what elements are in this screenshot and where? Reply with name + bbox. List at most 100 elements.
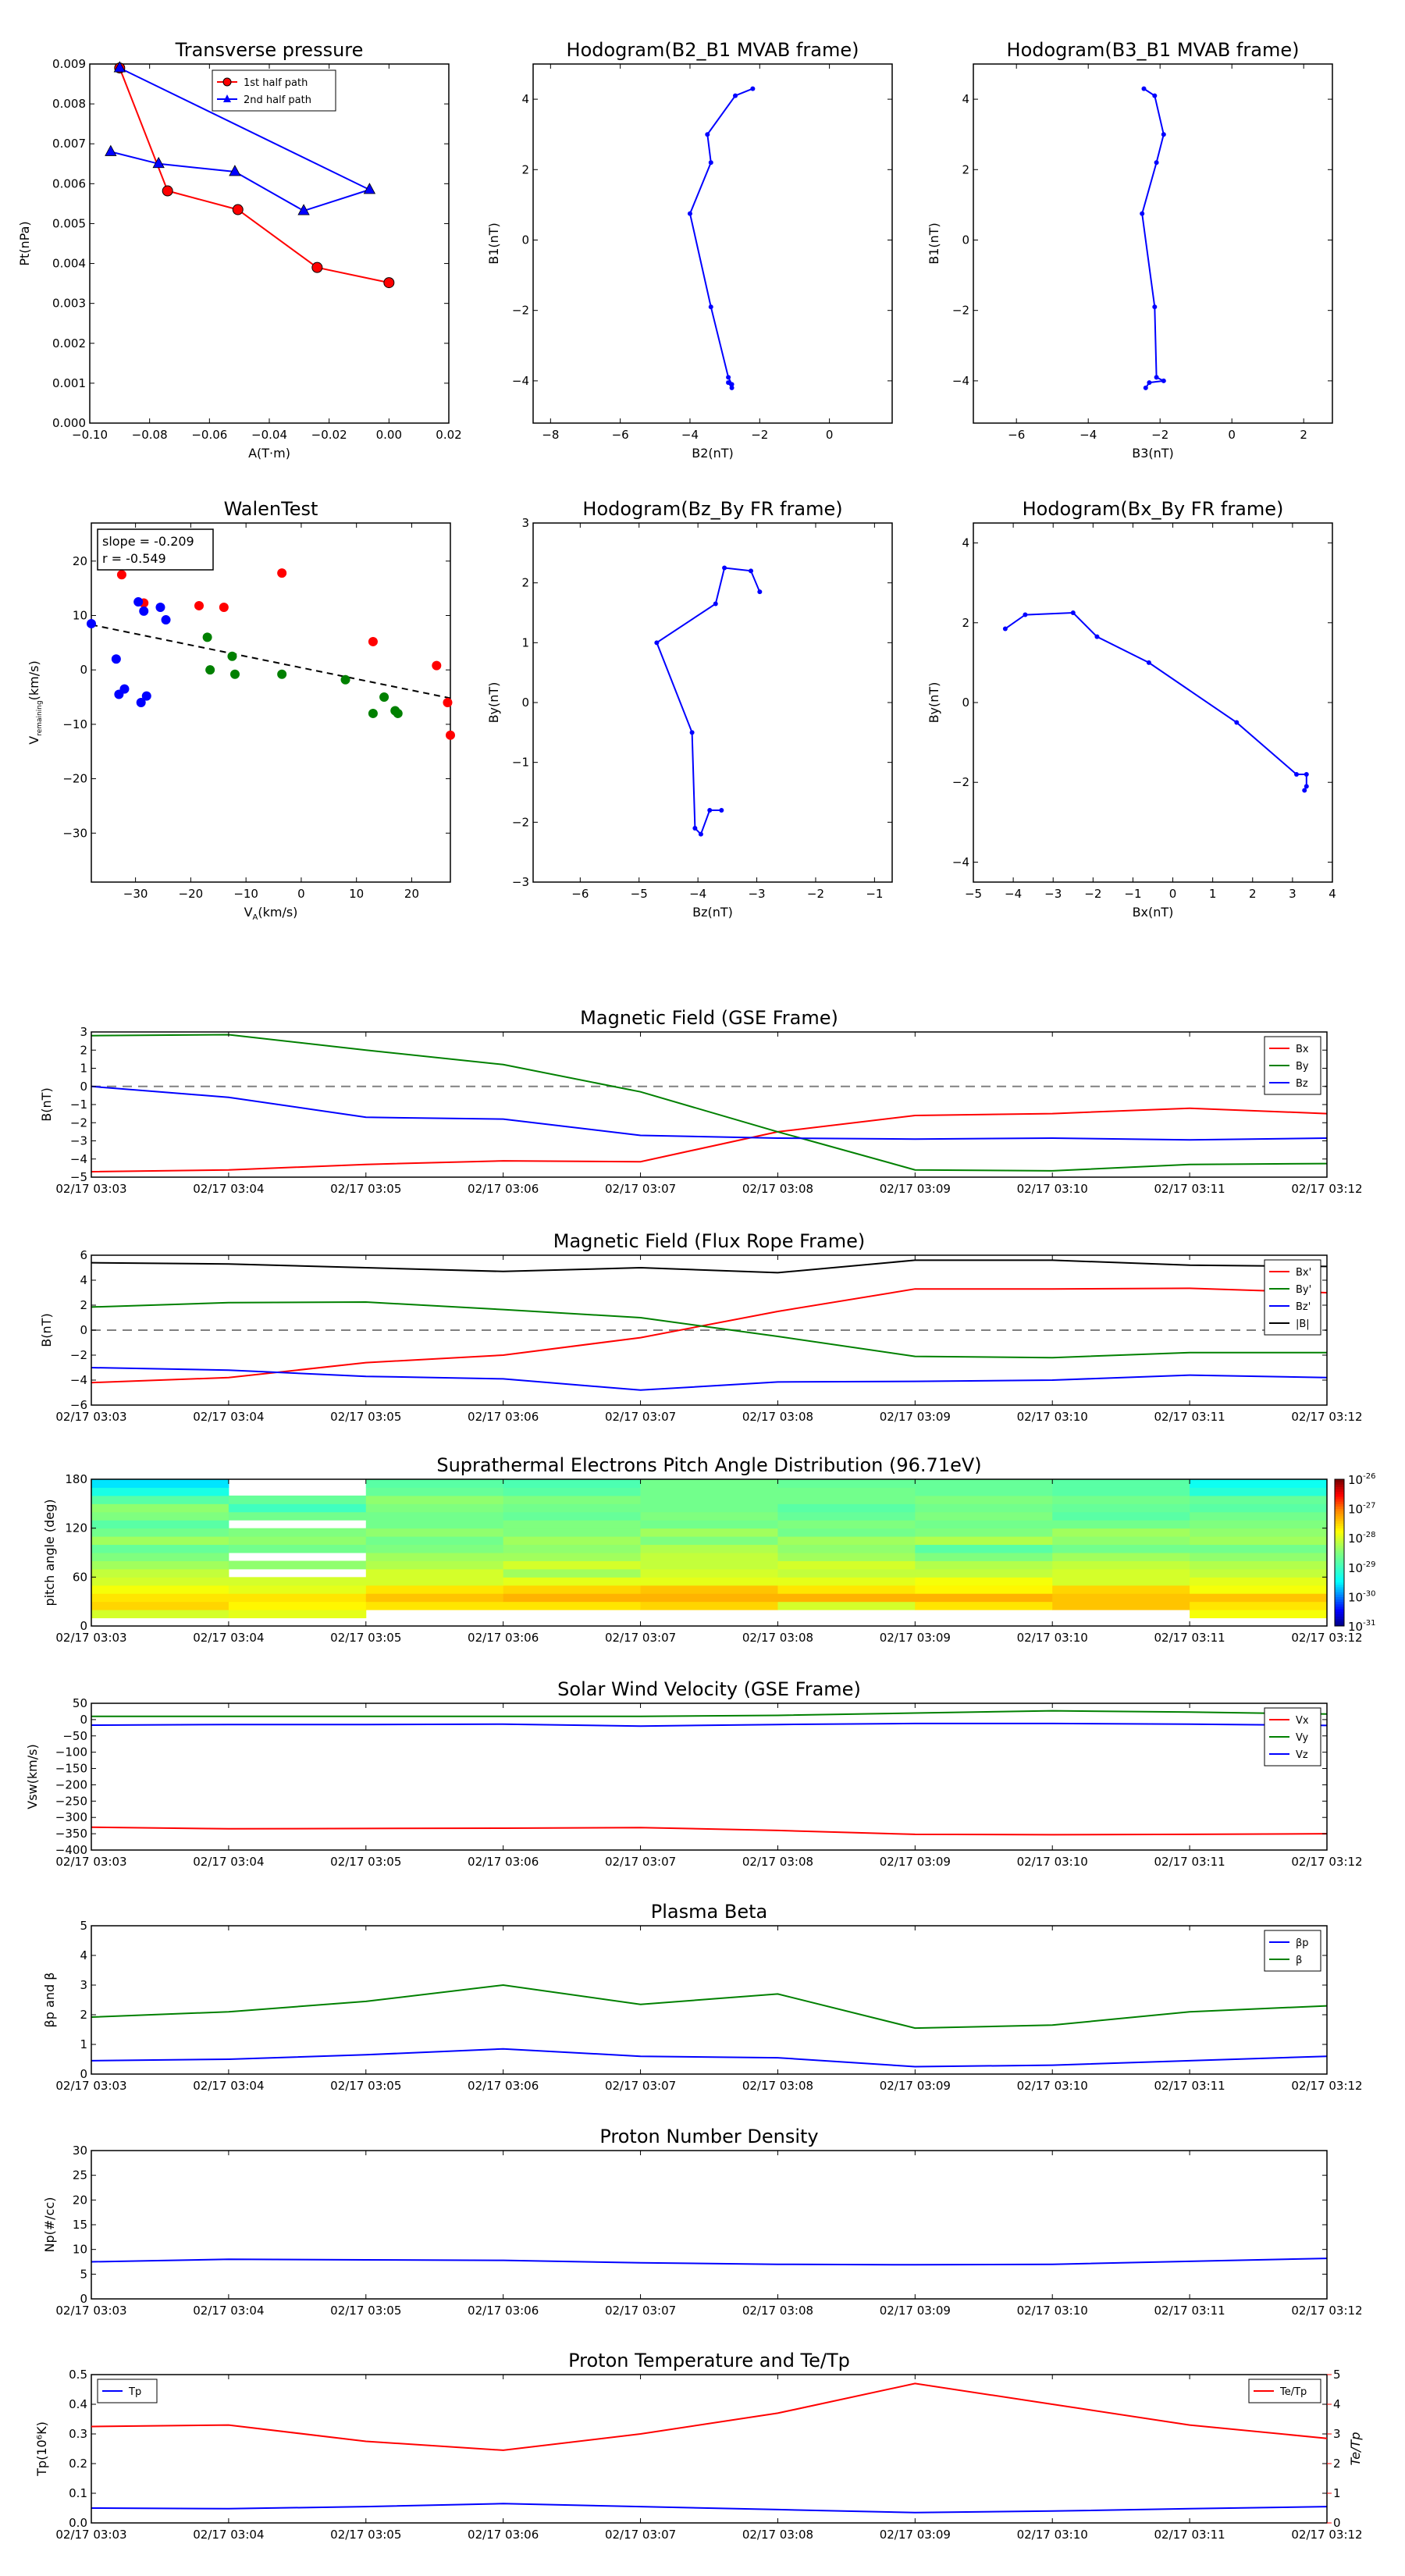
y-tick-label: 0 xyxy=(521,696,529,710)
colorbar-segment xyxy=(1335,1518,1344,1521)
heatmap-cell xyxy=(915,1577,1053,1586)
colorbar-segment xyxy=(1335,1491,1344,1495)
time-tick-label: 02/17 03:03 xyxy=(55,1410,126,1424)
y-tick-label: 2 xyxy=(521,162,529,176)
x-tick-label: −3 xyxy=(1044,887,1062,901)
time-tick-label: 02/17 03:07 xyxy=(605,1855,676,1869)
colorbar-segment xyxy=(1335,1572,1344,1575)
y-tick-label: −6 xyxy=(70,1398,87,1412)
data-point xyxy=(1304,784,1309,789)
colorbar-segment xyxy=(1335,1540,1344,1543)
chart-title: Hodogram(B2_B1 MVAB frame) xyxy=(567,39,859,61)
colorbar-segment xyxy=(1335,1508,1344,1512)
plot-frame xyxy=(91,1478,1328,1627)
heatmap-cell xyxy=(915,1568,1053,1578)
heatmap-cell xyxy=(228,1503,367,1513)
y-tick-label: 2 xyxy=(80,1043,87,1057)
data-point xyxy=(654,640,660,646)
scatter-point xyxy=(379,692,389,703)
data-point xyxy=(726,380,731,386)
time-tick-label: 02/17 03:12 xyxy=(1291,1631,1362,1645)
scatter-point xyxy=(368,708,378,718)
heatmap-cell xyxy=(777,1560,916,1570)
colorbar-segment xyxy=(1335,1596,1344,1600)
data-point xyxy=(1304,772,1309,777)
y-tick-label: 180 xyxy=(65,1472,87,1486)
heatmap-cell xyxy=(640,1577,778,1586)
scatter-point xyxy=(219,603,229,613)
heatmap-cell xyxy=(228,1544,367,1553)
time-tick-label: 02/17 03:07 xyxy=(605,1631,676,1645)
x-tick-label: 0 xyxy=(826,428,834,442)
legend-label: Bz xyxy=(1296,1078,1308,1090)
y-tick-label: −20 xyxy=(62,772,87,786)
data-point xyxy=(1023,612,1028,617)
heatmap-cell xyxy=(1190,1495,1328,1504)
data-point xyxy=(749,568,754,574)
heatmap-cell xyxy=(1052,1528,1190,1537)
series-line xyxy=(110,67,372,212)
heatmap-cell xyxy=(1190,1528,1328,1537)
y-axis-label-sub: remaining xyxy=(36,700,44,735)
heatmap-cell xyxy=(1190,1479,1328,1488)
y-tick-label: −4 xyxy=(70,1152,87,1166)
scatter-point xyxy=(133,597,144,607)
time-tick-label: 02/17 03:06 xyxy=(468,1631,539,1645)
heatmap-cell xyxy=(777,1520,916,1529)
y-tick-label: 0.005 xyxy=(52,216,86,230)
heatmap-cell xyxy=(915,1503,1053,1513)
chart-title: Plasma Beta xyxy=(651,1901,767,1923)
x-axis-label-tail: (km/s) xyxy=(258,905,297,920)
colorbar-tick-label: 10-28 xyxy=(1348,1531,1375,1546)
y-axis-label: Vsw(km/s) xyxy=(25,1744,40,1809)
x-tick-label: −0.04 xyxy=(251,428,287,442)
heatmap-cell xyxy=(1190,1593,1328,1603)
data-point xyxy=(1154,375,1159,380)
colorbar-segment xyxy=(1335,1621,1344,1624)
y-tick-label-right: 3 xyxy=(1333,2427,1341,2441)
time-tick-label: 02/17 03:04 xyxy=(193,1855,264,1869)
time-tick-label: 02/17 03:05 xyxy=(330,1631,401,1645)
heatmap-cell xyxy=(365,1536,504,1546)
heatmap-cell xyxy=(777,1495,916,1504)
legend-label: βp xyxy=(1296,1937,1309,1949)
colorbar-segment xyxy=(1335,1609,1344,1612)
heatmap-cell xyxy=(777,1601,916,1610)
data-point xyxy=(1152,93,1158,98)
chart-title: Magnetic Field (GSE Frame) xyxy=(580,1007,838,1029)
heatmap-cell xyxy=(228,1511,367,1521)
chart-title: Suprathermal Electrons Pitch Angle Distr… xyxy=(436,1454,981,1476)
heatmap-cell xyxy=(640,1568,778,1578)
chart-hodogram_bz_by: Hodogram(Bz_By FR frame) −6 −5 −4 −3 −2 −1 −3 −2… xyxy=(486,498,893,920)
chart-title: Proton Temperature and Te/Tp xyxy=(568,2350,850,2371)
colorbar-segment xyxy=(1335,1523,1344,1527)
series-line xyxy=(91,1085,1328,1141)
y-tick-label: −2 xyxy=(70,1348,87,1362)
y-tick-label: 60 xyxy=(73,1570,87,1584)
heatmap-cell xyxy=(1190,1487,1328,1496)
heatmap-cell xyxy=(915,1479,1053,1488)
heatmap-cell xyxy=(503,1577,642,1586)
x-tick-label: −6 xyxy=(612,428,629,442)
time-tick-label: 02/17 03:07 xyxy=(605,1410,676,1424)
colorbar-tick-label: 10-29 xyxy=(1348,1560,1375,1575)
chart-transverse_pressure: Transverse pressure −0.10 −0.08 −0.06 −0.04 −… xyxy=(17,39,462,461)
y-axis-label: By(nT) xyxy=(486,682,501,724)
x-tick-label: −20 xyxy=(179,887,204,901)
heatmap-cell xyxy=(91,1577,229,1586)
colorbar-segment xyxy=(1335,1496,1344,1500)
fit-line xyxy=(91,624,451,699)
y-axis-label: By(nT) xyxy=(927,682,941,724)
time-tick-label: 02/17 03:05 xyxy=(330,1855,401,1869)
y-tick-label: 0.4 xyxy=(69,2397,87,2411)
scatter-point xyxy=(161,615,171,625)
heatmap-cell xyxy=(1190,1503,1328,1513)
chart-hodogram_bx_by: Hodogram(Bx_By FR frame) −5 −4 −3 −2 −1 0 1 2 3 4 −… xyxy=(927,498,1336,920)
heatmap-cell xyxy=(777,1479,916,1488)
data-point xyxy=(1294,772,1299,777)
y-axis-label: Np(#/cc) xyxy=(42,2197,57,2253)
time-tick-label: 02/17 03:07 xyxy=(605,2528,676,2542)
heatmap-cell xyxy=(640,1553,778,1561)
colorbar-segment xyxy=(1335,1557,1344,1560)
x-axis-label: A(T·m) xyxy=(248,446,290,461)
